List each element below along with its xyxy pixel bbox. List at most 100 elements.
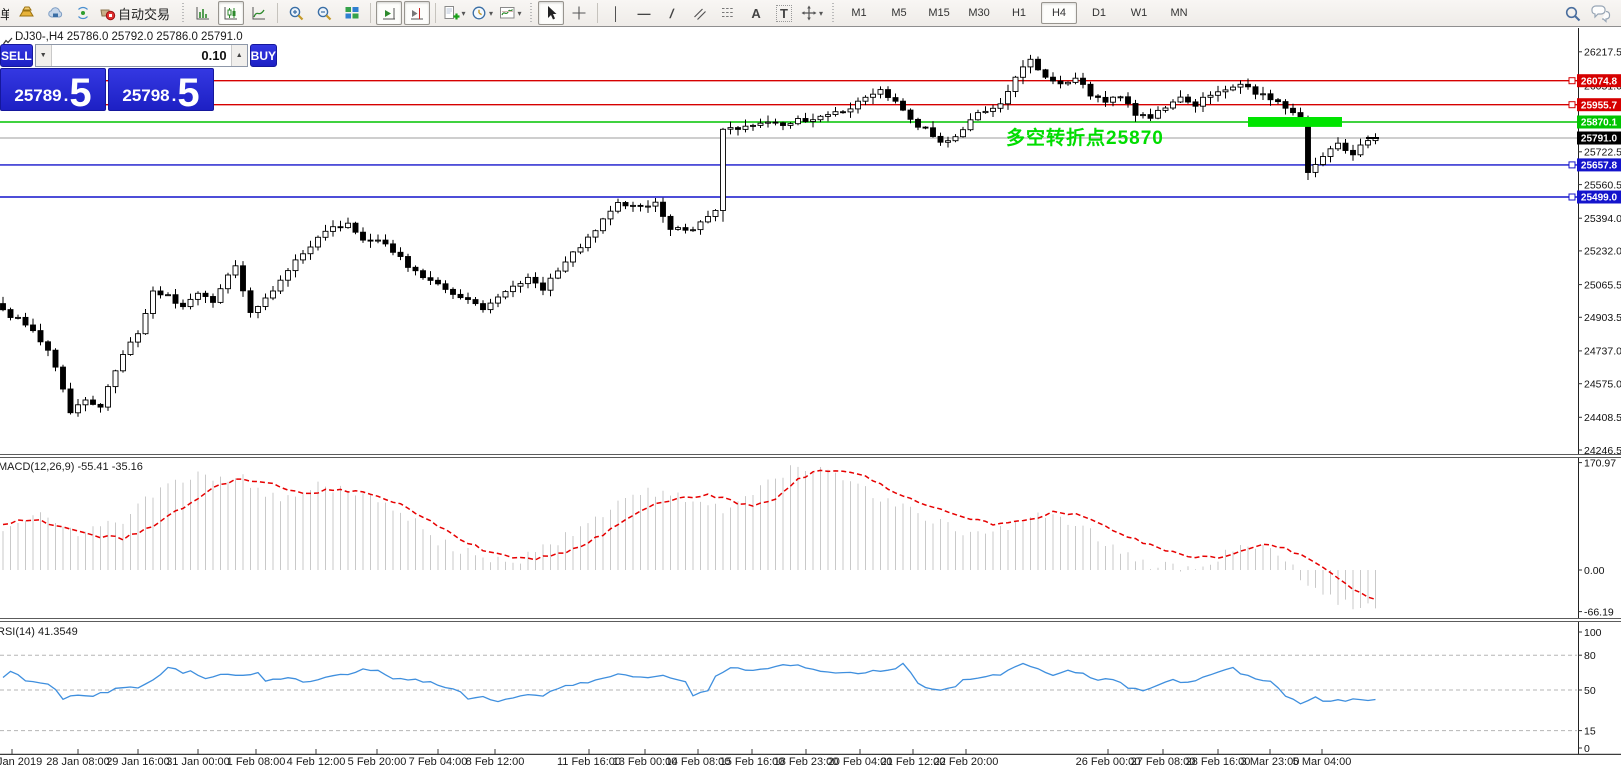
tab-timeframe-d1[interactable]: D1 — [1091, 7, 1107, 19]
bull-candle — [1110, 96, 1116, 103]
signal-icon — [78, 6, 88, 20]
toolbar-separator — [597, 3, 599, 23]
bull-candle — [982, 110, 989, 114]
zoom-out-button[interactable] — [311, 1, 337, 25]
bull-candle — [142, 313, 149, 335]
tab-timeframe-m15[interactable]: M15 — [928, 7, 950, 19]
chart-shift-button[interactable] — [404, 1, 431, 25]
bear-candle — [90, 399, 96, 405]
tab-timeframe-m5[interactable]: M5 — [891, 7, 907, 19]
bear-candle — [802, 118, 809, 123]
volume-decrease-button[interactable]: ▼ — [35, 45, 52, 66]
bear-candle — [405, 256, 411, 268]
label-tool-button[interactable]: T — [771, 1, 797, 25]
clipped-order-icon[interactable]: 单 — [0, 6, 9, 22]
line-chart-mode-button[interactable] — [246, 1, 272, 25]
rsi-panel[interactable]: 100 80 50 15 0 — [0, 622, 1621, 755]
bear-candle — [1282, 101, 1289, 109]
buy-price-box[interactable]: 25798 . 5 — [108, 68, 214, 113]
add-indicator-button[interactable]: ▾ — [441, 1, 467, 25]
bear-candle — [885, 89, 891, 98]
bear-candle — [427, 277, 434, 281]
zoom-in-button[interactable] — [283, 1, 309, 25]
price-badge — [1577, 74, 1621, 88]
bull-candle — [120, 354, 126, 372]
gold-ingot-icon-button[interactable] — [14, 1, 40, 25]
y-axis-label: 80 — [1584, 650, 1596, 662]
periods-button[interactable]: ▾ — [469, 1, 495, 25]
bull-candle — [630, 204, 636, 207]
macd-panel[interactable]: 170.97 0.00 -66.19 — [0, 458, 1621, 618]
horizontal-line-tool-button[interactable]: — — [637, 5, 651, 21]
volume-increase-button[interactable]: ▲ — [230, 45, 247, 66]
bull-candle — [757, 122, 764, 126]
bull-candle — [570, 251, 576, 263]
bull-candle — [75, 404, 81, 414]
panel-separator[interactable] — [0, 454, 1621, 458]
x-axis-label: 28 Jan 08:00 — [46, 756, 110, 768]
candlestick-mode-button[interactable] — [218, 1, 245, 25]
macd-label: MACD(12,26,9) -55.41 -35.16 — [0, 461, 143, 473]
bear-candle — [22, 316, 29, 326]
level-endpoint-marker — [1568, 101, 1576, 109]
bull-candle — [1312, 164, 1319, 173]
bull-candle — [165, 294, 171, 297]
auto-trading-button[interactable]: 自动交易 — [98, 1, 175, 25]
crosshair-tool-button[interactable] — [566, 1, 592, 25]
vertical-line-tool-button[interactable]: │ — [611, 5, 621, 21]
buy-button[interactable]: BUY — [249, 44, 278, 67]
tab-timeframe-h4[interactable]: H4 — [1041, 2, 1078, 24]
bull-candle — [1012, 76, 1019, 92]
tab-timeframe-mn[interactable]: MN — [1170, 7, 1188, 19]
comments-button[interactable] — [1588, 2, 1614, 26]
arrows-tool-button[interactable]: ▾ — [799, 1, 825, 25]
bear-candle — [382, 239, 389, 245]
main-price-chart[interactable]: 26217.526051.025884.525722.525560.525394… — [0, 28, 1621, 454]
bear-candle — [0, 303, 6, 311]
cursor-tool-button[interactable] — [538, 1, 565, 25]
auto-scroll-button[interactable] — [376, 1, 403, 25]
bar-chart-mode-button[interactable] — [190, 1, 216, 25]
bear-candle — [442, 283, 449, 290]
sell-button[interactable]: SELL — [0, 44, 33, 67]
tile-windows-button[interactable] — [339, 1, 365, 25]
auto-trading-icon — [100, 9, 116, 21]
search-button[interactable] — [1560, 2, 1586, 26]
tab-timeframe-w1[interactable]: W1 — [1130, 7, 1148, 19]
level-endpoint-marker — [1568, 161, 1576, 169]
channel-tool-button[interactable] — [687, 1, 713, 25]
tab-timeframe-m30[interactable]: M30 — [968, 7, 990, 19]
sell-price-box[interactable]: 25789 . 5 — [0, 68, 106, 113]
tab-timeframe-m1[interactable]: M1 — [851, 7, 867, 19]
volume-input[interactable] — [51, 45, 231, 66]
fibonacci-tool-button[interactable] — [715, 1, 741, 25]
bull-candle — [225, 274, 231, 290]
cloud-button[interactable] — [42, 1, 68, 25]
bull-candle — [727, 127, 734, 130]
bull-candle — [817, 115, 824, 121]
signal-button[interactable] — [70, 1, 96, 25]
x-axis-label: 27 Feb 08:00 — [1130, 756, 1196, 768]
bear-candle — [1087, 83, 1094, 97]
bull-candle — [1200, 96, 1206, 107]
y-axis-label: 24903.5 — [1584, 312, 1621, 324]
bear-candle — [892, 97, 899, 102]
dropdown-caret-icon: ▾ — [819, 8, 824, 18]
x-axis-label: 5 Feb 20:00 — [347, 756, 407, 768]
bear-candle — [637, 204, 644, 207]
templates-button[interactable]: ▾ — [497, 1, 523, 25]
bull-candle — [1260, 93, 1266, 96]
tab-timeframe-h1[interactable]: H1 — [1011, 7, 1027, 19]
bull-candle — [495, 296, 501, 304]
x-axis-label: 29 Jan 16:00 — [106, 756, 170, 768]
panel-separator[interactable] — [0, 618, 1621, 622]
bull-candle — [877, 89, 884, 95]
text-tool-button[interactable]: A — [751, 5, 761, 21]
y-axis-label: 170.97 — [1584, 458, 1616, 469]
bear-candle — [247, 290, 254, 313]
line-chart-icon — [252, 6, 266, 19]
trendline-tool-button[interactable]: / — [668, 5, 676, 21]
candlestick-icon — [224, 6, 238, 19]
bear-candle — [360, 231, 366, 241]
